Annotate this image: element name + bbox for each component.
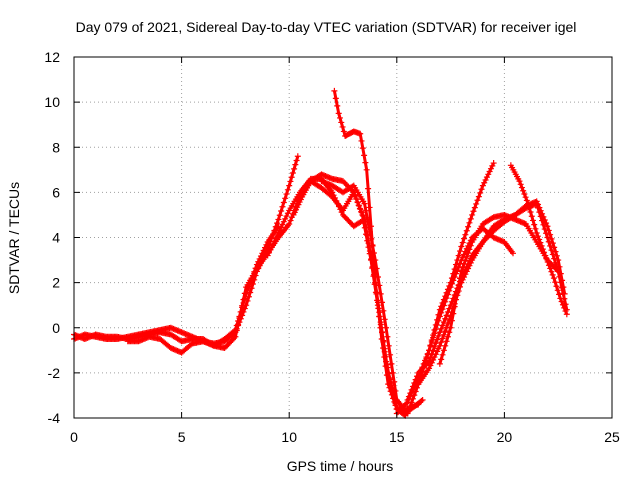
series-track-7 (318, 160, 497, 417)
series-track-12 (507, 162, 570, 318)
y-tick-label: 0 (52, 320, 60, 336)
y-tick-label: 6 (52, 184, 60, 200)
x-tick-label: 25 (604, 429, 620, 445)
series-markers (507, 162, 570, 318)
y-axis-label: SDTVAR / TECUs (6, 182, 22, 294)
series-markers (318, 160, 497, 417)
x-tick-label: 10 (281, 429, 297, 445)
y-tick-label: 2 (52, 275, 60, 291)
series-markers (415, 198, 568, 388)
x-tick-label: 5 (178, 429, 186, 445)
y-tick-label: -2 (48, 365, 61, 381)
data-series (71, 87, 570, 419)
y-tick-label: 4 (52, 230, 60, 246)
series-track-10 (415, 198, 568, 388)
x-tick-label: 15 (389, 429, 405, 445)
grid-lines (74, 57, 612, 418)
x-axis-label: GPS time / hours (287, 458, 394, 474)
axis-ticks: 0 5 10 15 20 25 -4 -2 0 2 4 6 8 10 12 (44, 49, 620, 445)
y-tick-label: 8 (52, 139, 60, 155)
x-tick-label: 0 (70, 429, 78, 445)
y-tick-label: 12 (44, 49, 60, 65)
series-line (292, 172, 424, 415)
y-tick-label: 10 (44, 94, 60, 110)
series-markers (290, 171, 426, 417)
series-track-5 (290, 171, 426, 417)
chart-title: Day 079 of 2021, Sidereal Day-to-day VTE… (76, 19, 577, 35)
x-tick-label: 20 (497, 429, 513, 445)
y-tick-label: -4 (48, 410, 61, 426)
